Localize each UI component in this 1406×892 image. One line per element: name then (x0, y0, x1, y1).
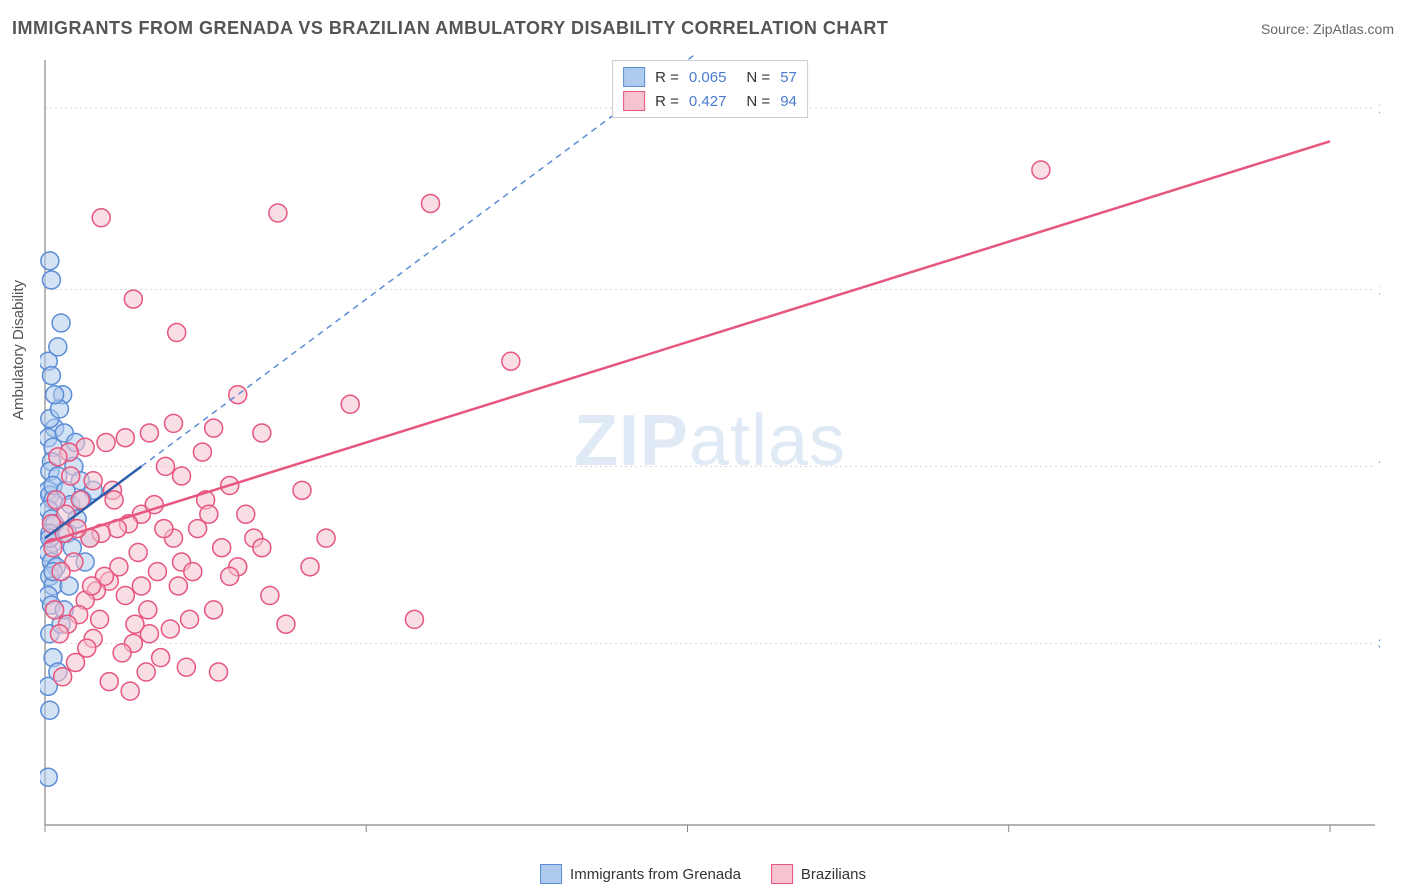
r-value-brazilians: 0.427 (689, 93, 727, 110)
n-value-grenada: 57 (780, 69, 797, 86)
swatch-brazilians-icon (771, 864, 793, 884)
legend-row-brazilians: R = 0.427 N = 94 (623, 89, 797, 113)
scatter-chart: 3.8%7.5%11.2%15.0%0.0%80.0% (40, 55, 1380, 835)
correlation-legend: R = 0.065 N = 57 R = 0.427 N = 94 (612, 60, 808, 118)
swatch-brazilians (623, 91, 645, 111)
y-axis-label: Ambulatory Disability (10, 280, 27, 420)
svg-text:7.5%: 7.5% (1378, 458, 1380, 475)
swatch-grenada-icon (540, 864, 562, 884)
r-value-grenada: 0.065 (689, 69, 727, 86)
source-label: Source: ZipAtlas.com (1261, 21, 1394, 37)
legend-item-grenada: Immigrants from Grenada (540, 864, 741, 884)
legend-item-brazilians: Brazilians (771, 864, 866, 884)
legend-row-grenada: R = 0.065 N = 57 (623, 65, 797, 89)
bottom-legend: Immigrants from Grenada Brazilians (540, 864, 866, 884)
svg-text:11.2%: 11.2% (1378, 282, 1380, 299)
legend-label-brazilians: Brazilians (801, 866, 866, 883)
svg-text:3.8%: 3.8% (1378, 635, 1380, 652)
swatch-grenada (623, 67, 645, 87)
legend-label-grenada: Immigrants from Grenada (570, 866, 741, 883)
n-value-brazilians: 94 (780, 93, 797, 110)
chart-area: R = 0.065 N = 57 R = 0.427 N = 94 ZIPatl… (40, 55, 1380, 835)
chart-title: IMMIGRANTS FROM GRENADA VS BRAZILIAN AMB… (12, 18, 888, 39)
svg-text:15.0%: 15.0% (1378, 100, 1380, 117)
